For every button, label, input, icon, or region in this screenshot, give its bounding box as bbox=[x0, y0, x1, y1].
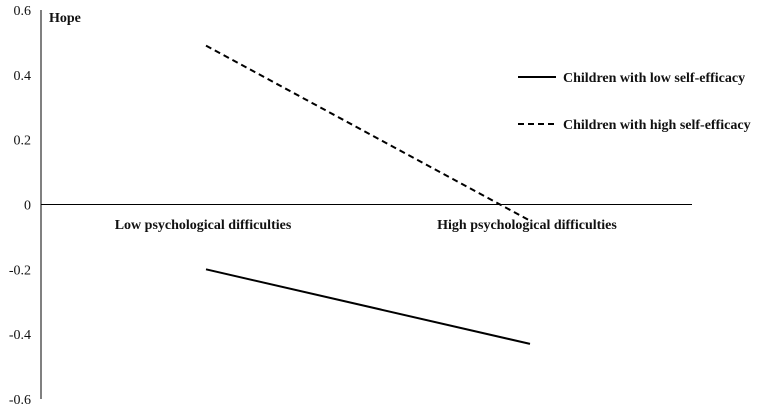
y-tick-label: 0.2 bbox=[14, 134, 32, 149]
y-tick-labels: 0.6 0.4 0.2 0 -0.2 -0.4 -0.6 bbox=[9, 4, 31, 408]
category-label: High psychological difficulties bbox=[437, 218, 617, 233]
y-tick-label: 0.4 bbox=[14, 69, 32, 84]
y-axis-label: Hope bbox=[49, 11, 81, 26]
y-tick-label: 0 bbox=[24, 199, 31, 214]
y-tick-label: -0.6 bbox=[9, 393, 31, 408]
legend: Children with low self-efficacy Children … bbox=[518, 71, 751, 133]
y-tick-label: 0.6 bbox=[14, 4, 32, 19]
series-line-low-self-efficacy bbox=[205, 268, 531, 345]
y-tick-label: -0.2 bbox=[9, 263, 31, 278]
legend-label: Children with high self-efficacy bbox=[563, 118, 751, 133]
series-lines bbox=[205, 44, 531, 345]
y-tick-label: -0.4 bbox=[9, 328, 31, 343]
series-line-high-self-efficacy bbox=[205, 44, 531, 222]
category-label: Low psychological difficulties bbox=[115, 218, 292, 233]
legend-label: Children with low self-efficacy bbox=[563, 71, 745, 86]
category-labels: Low psychological difficulties High psych… bbox=[115, 218, 618, 233]
axes bbox=[40, 10, 692, 399]
